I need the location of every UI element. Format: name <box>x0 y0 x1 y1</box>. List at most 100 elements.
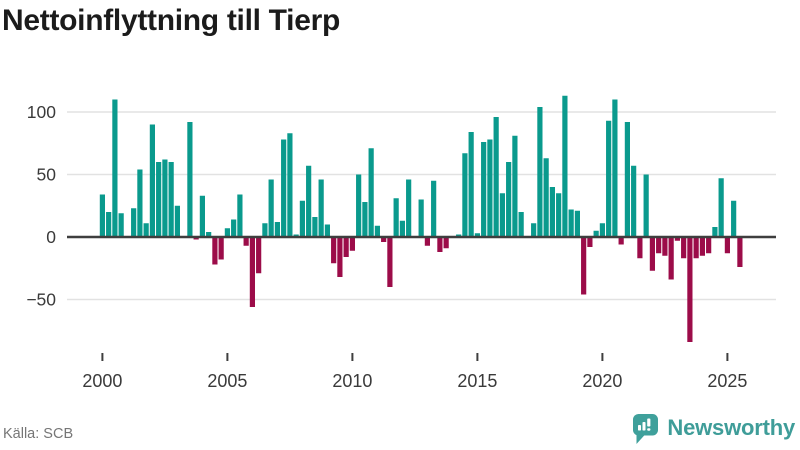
bar <box>618 237 624 245</box>
bar <box>99 194 105 237</box>
chart-title: Nettoinflyttning till Tierp <box>2 4 340 37</box>
bar <box>418 199 424 237</box>
bar <box>462 153 468 237</box>
bar <box>518 212 524 237</box>
x-axis-label: 2000 <box>82 371 122 391</box>
bar <box>687 237 693 342</box>
bar <box>699 237 705 256</box>
bar <box>268 179 274 237</box>
bar <box>681 237 687 259</box>
bar <box>512 135 518 237</box>
bar <box>324 224 330 237</box>
bar <box>306 165 312 237</box>
bar <box>724 237 730 254</box>
bar <box>318 179 324 237</box>
bar <box>374 225 380 237</box>
bar <box>337 237 343 277</box>
bar <box>212 237 218 265</box>
bar <box>262 223 268 237</box>
bar <box>581 237 587 295</box>
bar <box>712 227 718 237</box>
bar <box>406 179 412 237</box>
bar <box>256 237 262 274</box>
bar <box>137 169 143 237</box>
bar <box>587 237 593 247</box>
bar <box>168 162 174 237</box>
bar <box>187 122 193 237</box>
bar <box>362 202 368 237</box>
y-axis-label: 50 <box>37 165 57 185</box>
bar <box>343 237 349 257</box>
bar <box>737 237 743 267</box>
bar <box>574 210 580 237</box>
bar <box>537 107 543 237</box>
bar <box>424 237 430 246</box>
bar <box>531 223 537 237</box>
bar <box>606 120 612 237</box>
x-axis-label: 2010 <box>332 371 372 391</box>
bar <box>118 213 124 237</box>
bar <box>631 165 637 237</box>
bar <box>437 237 443 252</box>
bar <box>624 122 630 237</box>
bar <box>287 133 293 237</box>
bar <box>649 237 655 271</box>
bar <box>499 193 505 237</box>
bar <box>487 139 493 237</box>
bar <box>199 195 205 237</box>
bar <box>356 174 362 237</box>
bar <box>162 159 168 237</box>
bar <box>299 200 305 237</box>
bar <box>593 230 599 237</box>
bar <box>224 228 230 237</box>
source-caption: Källa: SCB <box>3 426 74 442</box>
bar <box>656 237 662 254</box>
bar <box>312 217 318 237</box>
bar <box>274 222 280 237</box>
y-axis-label: 0 <box>46 227 56 247</box>
bar <box>237 194 243 237</box>
bar <box>599 223 605 237</box>
bar <box>568 209 574 237</box>
bar <box>281 139 287 237</box>
bar <box>493 117 499 237</box>
bar <box>718 178 724 237</box>
newsworthy-logo-icon <box>633 414 659 444</box>
y-axis-label: 100 <box>27 102 56 122</box>
newsworthy-wordmark: Newsworthy <box>667 415 795 440</box>
y-axis-label: −50 <box>26 290 56 310</box>
bar <box>637 237 643 259</box>
bar <box>249 237 255 307</box>
bar <box>399 220 405 237</box>
newsworthy-logo: Newsworthy <box>632 413 795 447</box>
bar <box>474 233 480 237</box>
bar <box>543 158 549 237</box>
bar <box>706 237 712 254</box>
bar <box>243 237 249 246</box>
bar <box>468 132 474 237</box>
bar <box>562 95 568 237</box>
bar <box>131 208 137 237</box>
bar <box>143 223 149 237</box>
x-axis-label: 2025 <box>707 371 747 391</box>
bar <box>506 162 512 237</box>
bar <box>612 99 618 237</box>
x-axis-label: 2015 <box>457 371 497 391</box>
x-axis-label: 2005 <box>207 371 247 391</box>
bar <box>106 212 112 237</box>
bar <box>231 219 237 237</box>
bar <box>693 237 699 259</box>
bar <box>668 237 674 280</box>
bar <box>549 187 555 237</box>
bar <box>156 162 162 237</box>
bar <box>381 237 387 242</box>
bar <box>206 232 212 237</box>
bar <box>331 237 337 264</box>
bar <box>112 99 118 237</box>
bar <box>393 198 399 237</box>
bar <box>662 237 668 256</box>
x-axis-label: 2020 <box>582 371 622 391</box>
bar <box>349 237 355 251</box>
